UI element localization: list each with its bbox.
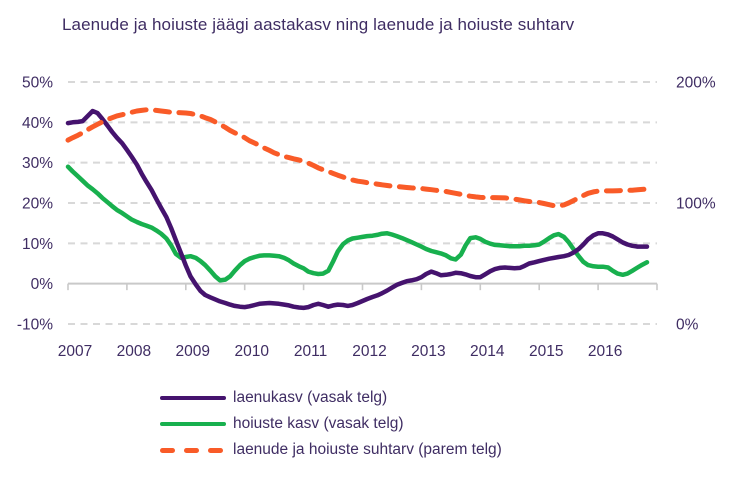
x-axis-label-2010: 2010: [234, 343, 269, 360]
x-axis-label-2016: 2016: [588, 343, 622, 360]
right-axis-label-0: 0%: [676, 317, 699, 334]
series-line-laenukasv: [65, 108, 650, 311]
legend-item-hoiuste-kasv: hoiuste kasv (vasak telg): [160, 411, 502, 437]
legend-swatch-suhtarv: [160, 447, 226, 453]
x-axis-label-2013: 2013: [411, 343, 445, 360]
legend-swatch-hoiuste-kasv: [160, 421, 226, 427]
chart-title: Laenude ja hoiuste jäägi aastakasv ning …: [62, 15, 575, 34]
legend-label-suhtarv: laenude ja hoiuste suhtarv (parem telg): [233, 441, 502, 458]
x-axis-label-2015: 2015: [529, 343, 563, 360]
left-axis-label-40: 40%: [22, 115, 53, 132]
x-axis-label-2008: 2008: [117, 343, 151, 360]
legend-item-suhtarv: laenude ja hoiuste suhtarv (parem telg): [160, 437, 502, 463]
right-axis-label-200: 200%: [676, 75, 716, 92]
legend-item-laenukasv: laenukasv (vasak telg): [160, 385, 502, 411]
x-axis-label-2014: 2014: [470, 343, 505, 360]
left-axis-label--10: -10%: [17, 317, 53, 334]
x-axis-label-2012: 2012: [352, 343, 386, 360]
legend-dash: [208, 447, 223, 453]
series-line-suhtarv: [65, 107, 650, 209]
left-axis-label-30: 30%: [22, 155, 53, 172]
left-axis-label-50: 50%: [22, 75, 53, 92]
left-axis-label-0: 0%: [31, 276, 54, 293]
x-axis-label-2011: 2011: [294, 343, 327, 360]
legend-label-laenukasv: laenukasv (vasak telg): [233, 389, 388, 406]
right-axis-label-100: 100%: [676, 196, 716, 213]
left-axis-label-20: 20%: [22, 196, 53, 213]
series-line-hoiuste-kasv: [65, 164, 650, 283]
left-axis-label-10: 10%: [22, 236, 53, 253]
legend-swatch-laenukasv: [160, 395, 226, 401]
legend: laenukasv (vasak telg) hoiuste kasv (vas…: [160, 385, 502, 463]
legend-dash: [184, 447, 199, 453]
x-axis-label-2007: 2007: [58, 343, 92, 360]
legend-label-hoiuste-kasv: hoiuste kasv (vasak telg): [233, 415, 404, 432]
x-axis-label-2009: 2009: [176, 343, 210, 360]
legend-dash: [160, 447, 175, 453]
